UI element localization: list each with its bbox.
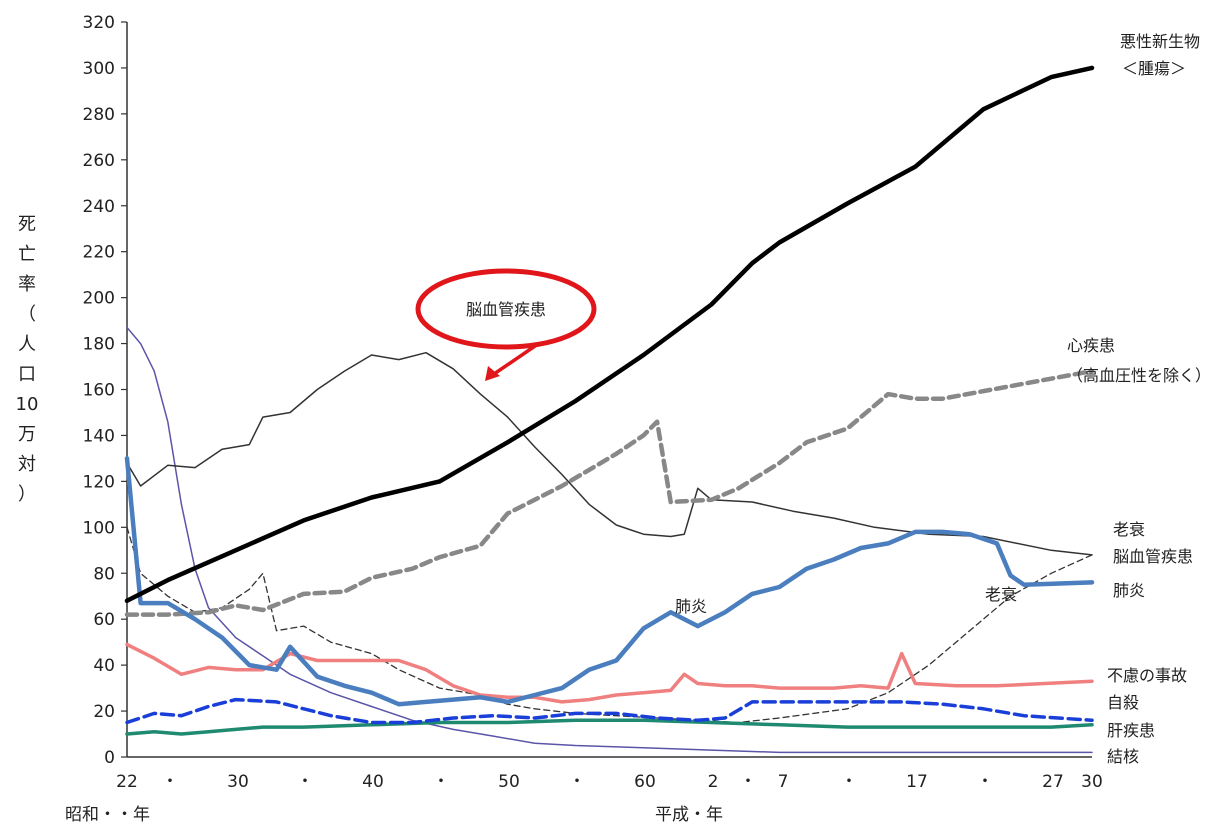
- y-axis-label-char: 死: [18, 214, 36, 235]
- inline-label-pneumonia: 肺炎: [675, 597, 707, 616]
- series-line: [126, 526, 1093, 724]
- y-tick-label: 120: [83, 472, 115, 492]
- x-tick-label: ・: [297, 772, 314, 792]
- series-line: [125, 642, 1094, 704]
- x-tick-label: ・: [569, 772, 586, 792]
- x-tick-label: 17: [906, 772, 928, 792]
- label-suicide: 自殺: [1107, 693, 1139, 712]
- y-tick-label: 160: [83, 381, 115, 401]
- series-line: [126, 326, 1093, 754]
- label-heart-2: （高血圧性を除く）: [1067, 366, 1211, 385]
- series-line: [126, 351, 1093, 556]
- x-tick-label: 60: [634, 772, 656, 792]
- y-tick-label: 40: [93, 656, 115, 676]
- y-tick-label: 100: [83, 518, 115, 538]
- y-axis-label-char: 率: [18, 274, 36, 295]
- x-tick-label: ・: [977, 772, 994, 792]
- y-tick-label: 320: [83, 13, 115, 33]
- x-tick-label: 30: [227, 772, 249, 792]
- y-axis-label-char: 亡: [18, 244, 36, 265]
- x-tick-label: 2: [708, 772, 719, 792]
- x-tick-label: 30: [1081, 772, 1103, 792]
- callout-label: 脳血管疾患: [466, 300, 546, 319]
- x-tick-label: ・: [162, 772, 179, 792]
- y-axis-label-char: 対: [18, 454, 36, 475]
- y-axis-label: 死 亡 率 （ 人 口 10 万 対 ）: [14, 210, 40, 510]
- label-pneumonia: 肺炎: [1113, 581, 1145, 600]
- series-line: [124, 456, 1095, 707]
- x-era-heisei: 平成・年: [655, 805, 723, 825]
- x-tick-label: ・: [433, 772, 450, 792]
- y-tick-label: 280: [83, 105, 115, 125]
- y-tick-label: 260: [83, 151, 115, 171]
- x-tick-label: ・: [841, 772, 858, 792]
- x-tick-label: 7: [778, 772, 789, 792]
- y-axis-label-char: （: [18, 304, 36, 325]
- x-tick-label: 50: [498, 772, 520, 792]
- series-line: [124, 65, 1095, 604]
- y-tick-label: 60: [93, 610, 115, 630]
- label-cancer-1: 悪性新生物: [1120, 32, 1200, 51]
- y-axis-label-char: 口: [18, 364, 36, 385]
- label-tb: 結核: [1107, 747, 1139, 766]
- y-axis-label-char: 人: [18, 334, 36, 355]
- series-line: [125, 718, 1094, 736]
- y-tick-label: 80: [93, 564, 115, 584]
- y-axis-label-char: 10: [15, 394, 39, 415]
- y-axis-label-char: ）: [18, 484, 36, 505]
- callout-arrow-shaft: [493, 342, 539, 376]
- y-axis-label-char: 万: [18, 424, 36, 445]
- y-tick-label: 300: [83, 59, 115, 79]
- y-tick-label: 180: [83, 335, 115, 355]
- callout-ellipse: [415, 268, 597, 350]
- y-tick-label: 220: [83, 243, 115, 263]
- y-tick-label: 0: [104, 748, 115, 768]
- label-stroke: 脳血管疾患: [1113, 547, 1193, 566]
- series-line: [125, 697, 1094, 725]
- inline-label-senility: 老衰: [985, 585, 1017, 604]
- x-tick-label: 27: [1042, 772, 1064, 792]
- x-tick-label: ・: [740, 772, 757, 792]
- x-tick-label: 40: [362, 772, 384, 792]
- y-tick-label: 240: [83, 197, 115, 217]
- label-heart-1: 心疾患: [1067, 336, 1115, 355]
- x-tick-label: 22: [116, 772, 138, 792]
- callout-arrow-head: [485, 366, 500, 381]
- y-tick-label: 140: [83, 426, 115, 446]
- label-senility: 老衰: [1113, 520, 1145, 539]
- x-era-showa: 昭和・・年: [65, 805, 150, 825]
- label-cancer-2: ＜腫瘍＞: [1122, 59, 1186, 78]
- y-tick-label: 20: [93, 702, 115, 722]
- label-accident: 不慮の事故: [1107, 666, 1187, 685]
- label-liver: 肝疾患: [1107, 721, 1155, 740]
- y-tick-label: 200: [83, 289, 115, 309]
- series-line: [124, 368, 1095, 617]
